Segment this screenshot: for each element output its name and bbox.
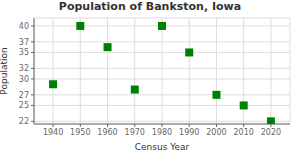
svg-text:35: 35 xyxy=(19,48,29,57)
svg-text:1940: 1940 xyxy=(43,128,63,137)
svg-text:2000: 2000 xyxy=(206,128,226,137)
svg-text:32: 32 xyxy=(19,64,29,73)
svg-text:37: 37 xyxy=(19,38,29,47)
html-text:Population of Bankston, Iowa: Population of Bankston, Iowa xyxy=(58,0,242,13)
svg-text:25: 25 xyxy=(19,101,29,110)
svg-text:1970: 1970 xyxy=(125,128,145,137)
svg-text:30: 30 xyxy=(19,75,29,84)
svg-text:2020: 2020 xyxy=(261,128,281,137)
svg-text:1990: 1990 xyxy=(179,128,199,137)
svg-text:27: 27 xyxy=(19,91,29,100)
svg-text:Census Year: Census Year xyxy=(135,142,190,150)
svg-text:Population: Population xyxy=(8,47,9,94)
svg-text:1950: 1950 xyxy=(70,128,90,137)
svg-text:40: 40 xyxy=(19,22,29,31)
svg-text:1980: 1980 xyxy=(152,128,172,137)
svg-text:1960: 1960 xyxy=(97,128,117,137)
svg-text:22: 22 xyxy=(19,117,29,126)
svg-text:2010: 2010 xyxy=(234,128,254,137)
